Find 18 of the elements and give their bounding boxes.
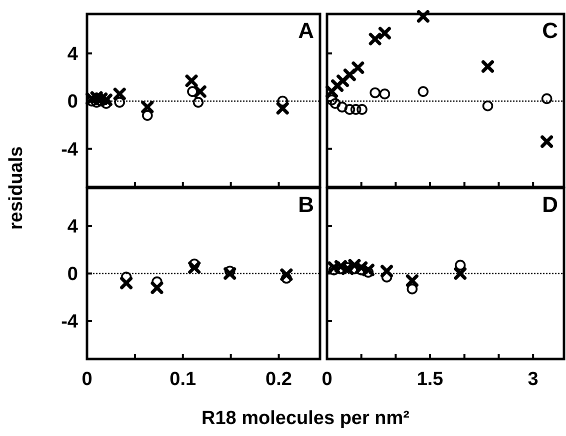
chart-title: B (298, 192, 314, 217)
y-axis-title: residuals (6, 146, 27, 230)
x-axis-title: R18 molecules per nm² (201, 408, 410, 429)
x-tick-label: 0 (322, 369, 332, 390)
y-tick-label: 4 (67, 44, 78, 66)
y-tick-label: 4 (67, 216, 78, 238)
y-tick-label: -4 (61, 139, 78, 160)
y-tick-label: -4 (61, 312, 78, 333)
x-tick-label: 0.2 (266, 369, 292, 390)
chart-title: C (542, 18, 558, 43)
x-tick-label: 3 (528, 369, 538, 390)
x-tick-label: 0 (82, 369, 92, 390)
x-tick-label: 0.1 (170, 369, 197, 390)
chart-title: D (542, 192, 558, 217)
y-tick-label: 0 (67, 92, 78, 113)
x-tick-label: 1.5 (416, 369, 444, 390)
chart-title: A (298, 18, 314, 43)
y-tick-label: 0 (67, 264, 78, 286)
